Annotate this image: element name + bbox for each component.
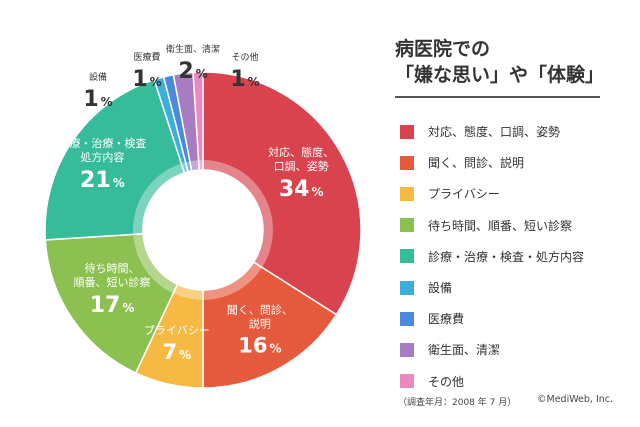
legend-label: その他 <box>428 374 465 389</box>
slice-label: プライバシー 7% <box>144 324 210 364</box>
slice-value-label: 1% <box>132 67 161 92</box>
slice-value-label: 1% <box>83 87 112 112</box>
legend-label: 衛生面、清潔 <box>428 343 501 358</box>
legend-item: その他 <box>400 366 584 397</box>
survey-date-note: （調査年月：2008 年 7 月） <box>398 398 517 408</box>
legend-item: プライバシー <box>400 178 584 209</box>
slice-category-label: その他 <box>231 51 258 63</box>
slice-label: 聞く、問診、説明 16% <box>227 302 293 357</box>
slice-category-label: 診療・治療・検査 <box>58 136 146 150</box>
legend-swatch <box>400 155 414 170</box>
slice-category-label: 口調、姿勢 <box>274 159 329 173</box>
slice-value-label: 2% <box>178 59 207 84</box>
legend-label: プライバシー <box>428 187 500 202</box>
slice-label: 衛生面、清潔 2% <box>166 43 220 84</box>
legend-label: 設備 <box>428 281 453 296</box>
slice-value-label: 21% <box>80 168 125 193</box>
legend-swatch <box>400 186 414 201</box>
slice-label: 対応、態度、口調、姿勢 34% <box>268 145 334 202</box>
slice-category-label: 医療費 <box>133 51 160 63</box>
slice-category-label: 処方内容 <box>80 150 124 164</box>
slice-category-label: 衛生面、清潔 <box>166 43 220 55</box>
legend-swatch <box>400 342 414 357</box>
legend-label: 聞く、問診、説明 <box>428 156 525 171</box>
legend: 対応、態度、口調、姿勢 聞く、問診、説明 プライバシー 待ち時間、順番、短い診察… <box>400 116 584 397</box>
legend-swatch <box>400 374 414 389</box>
slice-label: 設備 1% <box>83 71 112 112</box>
legend-item: 衛生面、清潔 <box>400 334 584 365</box>
slice-value-label: 34% <box>279 177 324 202</box>
slice-category-label: プライバシー <box>144 324 210 337</box>
legend-swatch <box>400 218 414 233</box>
slice-label: 医療費 1% <box>132 51 161 92</box>
title-underline <box>395 96 600 98</box>
title-line-2: 「嫌な思い」や「体験」 <box>395 64 605 86</box>
donut-hole <box>143 170 263 290</box>
slice-category-label: 設備 <box>89 71 107 83</box>
legend-label: 対応、態度、口調、姿勢 <box>428 125 561 140</box>
donut-chart: 対応、態度、口調、姿勢 34 % 聞く、問診、説明 16 % プライバシー 7 % 待ち時間、順番… <box>44 43 362 389</box>
legend-swatch <box>400 124 414 139</box>
legend-item: 待ち時間、順番、短い診察 <box>400 210 584 241</box>
legend-label: 医療費 <box>428 312 465 327</box>
chart-title: 病医院での 「嫌な思い」や「体験」 <box>395 36 630 88</box>
slice-category-label: 順番、短い診察 <box>74 275 151 289</box>
legend-item: 医療費 <box>400 303 584 334</box>
slice-category-label: 聞く、問診、 <box>227 302 293 316</box>
legend-item: 設備 <box>400 272 584 303</box>
slice-category-label: 待ち時間、 <box>85 261 140 275</box>
slice-value-label: 1% <box>230 67 259 92</box>
copyright-credit: ©MediWeb, Inc. <box>537 394 614 405</box>
legend-item: 聞く、問診、説明 <box>400 147 584 178</box>
legend-label: 待ち時間、順番、短い診察 <box>428 218 573 233</box>
slice-value-label: 16% <box>238 333 281 357</box>
slice-category-label: 説明 <box>249 316 271 330</box>
slice-value-label: 7% <box>162 340 191 364</box>
slice-value-label: 17% <box>90 293 135 318</box>
legend-item: 対応、態度、口調、姿勢 <box>400 116 584 147</box>
slice-label: その他 1% <box>230 51 259 92</box>
legend-swatch <box>400 280 414 295</box>
legend-swatch <box>400 249 414 264</box>
legend-swatch <box>400 311 414 326</box>
title-line-1: 病医院での <box>395 38 491 60</box>
legend-label: 診療・治療・検査・処方内容 <box>428 249 585 264</box>
slice-category-label: 対応、態度、 <box>268 145 334 159</box>
legend-item: 診療・治療・検査・処方内容 <box>400 241 584 272</box>
slice-label: 待ち時間、順番、短い診察 17% <box>74 261 151 318</box>
